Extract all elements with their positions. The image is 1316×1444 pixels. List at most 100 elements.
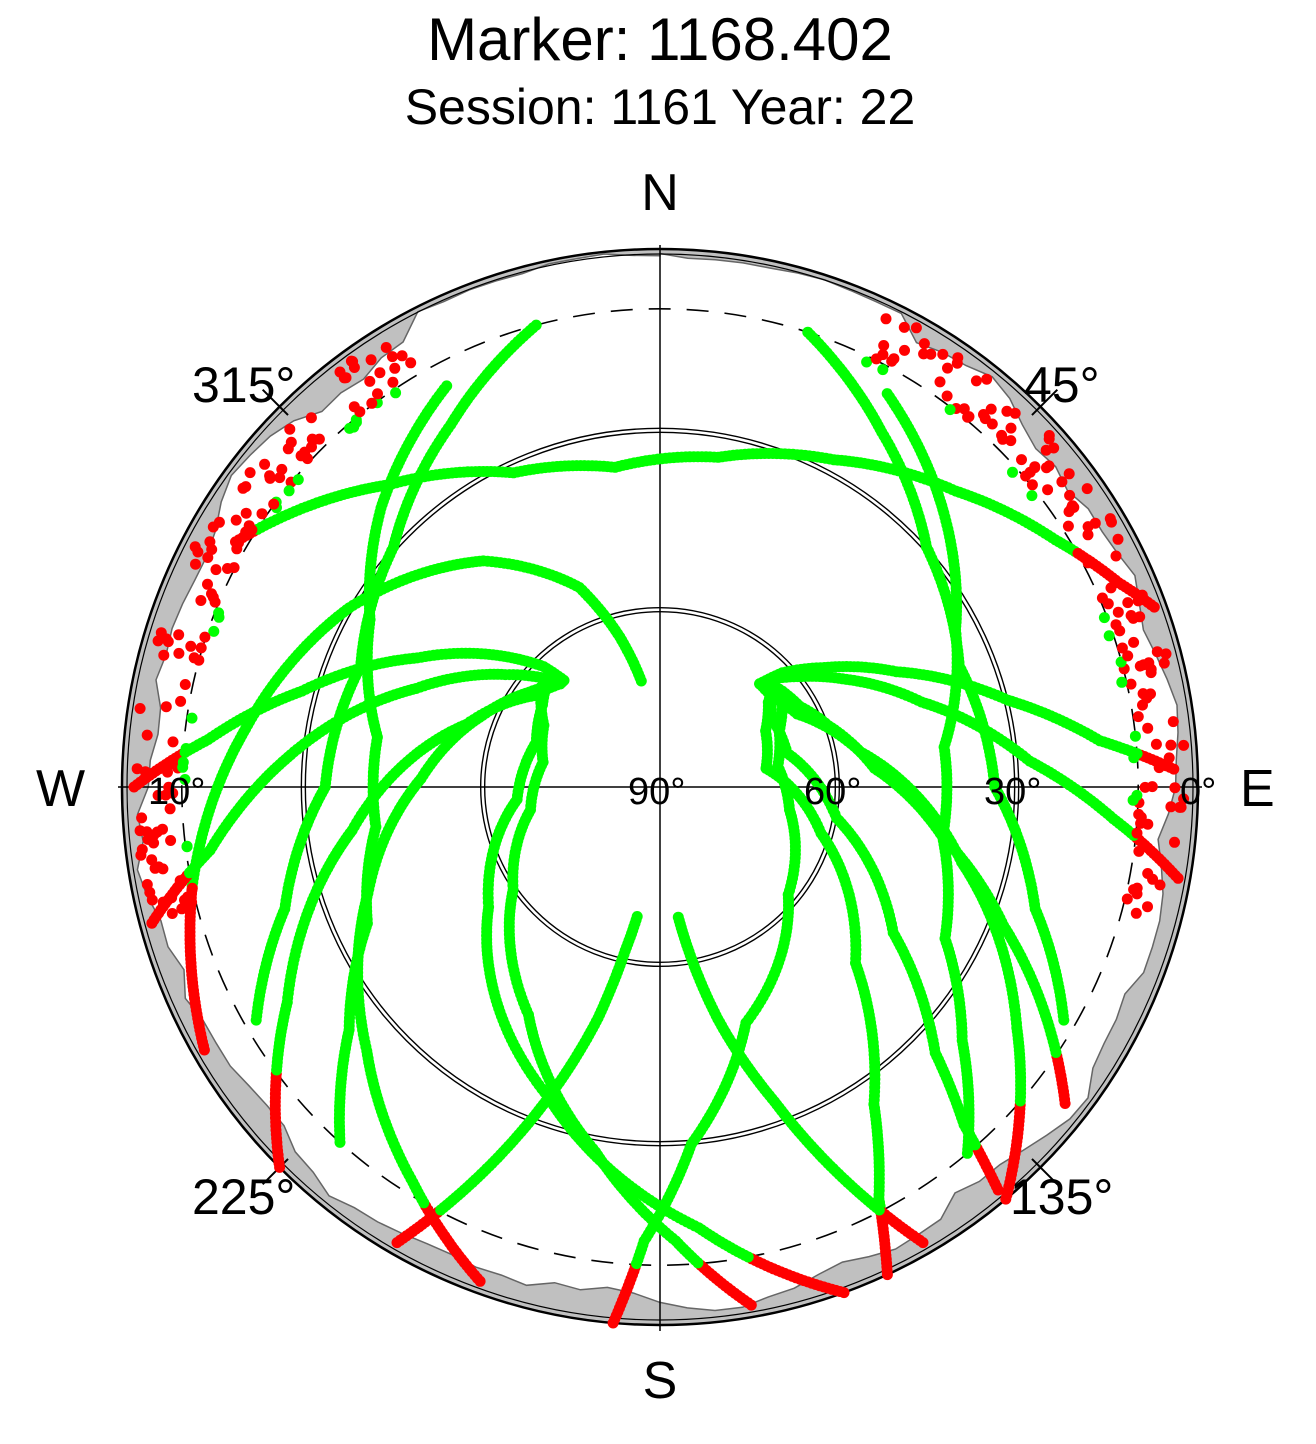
track-point <box>148 829 160 841</box>
azimuth-tick-45 <box>1031 388 1059 416</box>
track-point <box>1106 516 1117 528</box>
track-point <box>1169 782 1181 794</box>
track-point <box>1121 893 1133 905</box>
direction-south: S <box>643 1352 678 1410</box>
track-point <box>1169 836 1180 848</box>
track-point <box>192 546 204 558</box>
elevation-label-90: 90° <box>628 771 685 813</box>
track-point <box>209 596 221 608</box>
track-point <box>877 364 889 376</box>
chart-title: Marker: 1168.402 <box>427 6 893 73</box>
track-point <box>1167 716 1179 728</box>
track-point <box>180 743 192 754</box>
track-point <box>165 835 177 846</box>
azimuth-label-315: 315° <box>192 357 295 413</box>
track-point <box>250 1014 262 1026</box>
track-point <box>1178 739 1190 751</box>
track-point <box>374 367 386 379</box>
track-point <box>1058 1014 1070 1026</box>
track-point <box>179 774 191 785</box>
track-point <box>1128 636 1140 648</box>
track-point <box>918 338 930 350</box>
track-point <box>1007 466 1018 478</box>
track-point <box>188 652 200 664</box>
track-point <box>878 340 890 351</box>
track-point <box>934 376 946 388</box>
polar-grid <box>118 245 1202 1331</box>
track-point <box>1116 642 1128 654</box>
track-point <box>962 411 974 423</box>
track-point <box>134 703 146 714</box>
track-point <box>158 649 170 661</box>
track-point <box>925 348 937 360</box>
track-point <box>1129 730 1141 742</box>
track-point <box>631 911 643 922</box>
track-point <box>1133 808 1145 820</box>
track-point <box>870 353 882 365</box>
track-point <box>898 321 910 333</box>
track-point <box>944 404 956 416</box>
track-point <box>1082 521 1094 533</box>
track-point <box>210 564 222 576</box>
track-point <box>390 387 402 399</box>
track-point <box>1110 619 1122 631</box>
elevation-label-10-west: 10° <box>148 771 205 813</box>
track-point <box>338 372 350 384</box>
track-point <box>754 678 766 690</box>
track-point <box>986 418 998 430</box>
track-point <box>230 514 242 526</box>
elevation-label-60: 60° <box>804 771 861 813</box>
track-point <box>228 562 240 574</box>
track-point <box>1145 667 1157 679</box>
track-point <box>166 892 178 904</box>
track-point <box>213 516 225 528</box>
track-point <box>1112 606 1124 618</box>
track-point <box>1005 422 1017 434</box>
track-point <box>305 412 317 424</box>
direction-north: N <box>641 164 679 222</box>
track-point <box>334 1136 346 1148</box>
track-point <box>195 595 207 606</box>
track-point <box>1154 879 1166 891</box>
track-point <box>1150 738 1162 750</box>
satellite-tracks <box>128 313 1190 1329</box>
track-point <box>1026 490 1038 502</box>
track-point <box>1029 462 1041 474</box>
track-point <box>1001 405 1013 417</box>
track-point <box>1163 752 1175 764</box>
chart-subtitle: Session: 1161 Year: 22 <box>405 79 916 135</box>
track-point <box>153 861 165 873</box>
track-point <box>366 397 378 409</box>
track-point <box>1148 601 1160 613</box>
track-point <box>175 695 187 707</box>
elevation-label-0: 0° <box>1180 771 1216 813</box>
track-point <box>365 354 377 366</box>
track-point <box>380 342 392 353</box>
track-point <box>264 472 276 484</box>
track-point <box>1041 462 1052 474</box>
track-point <box>942 362 953 374</box>
track-point <box>1131 888 1143 900</box>
track-point <box>1064 489 1076 501</box>
track-point <box>282 443 294 455</box>
track-point <box>177 756 189 768</box>
track-point <box>1178 793 1190 805</box>
track-point <box>396 350 408 362</box>
track-point <box>1063 468 1075 480</box>
track-point <box>1082 557 1094 569</box>
track-point <box>1131 789 1143 801</box>
track-point <box>1137 688 1149 700</box>
track-point <box>1127 612 1139 624</box>
track-point <box>313 433 325 445</box>
track-point <box>1138 839 1150 851</box>
track-point <box>199 631 211 643</box>
track-point <box>1147 873 1159 885</box>
track-point <box>179 679 191 690</box>
track-point <box>176 903 188 915</box>
direction-east: E <box>1240 760 1275 818</box>
track-point <box>185 640 197 652</box>
track-point <box>157 896 169 908</box>
elevation-label-30: 30° <box>984 771 1041 813</box>
track-point <box>186 712 198 724</box>
